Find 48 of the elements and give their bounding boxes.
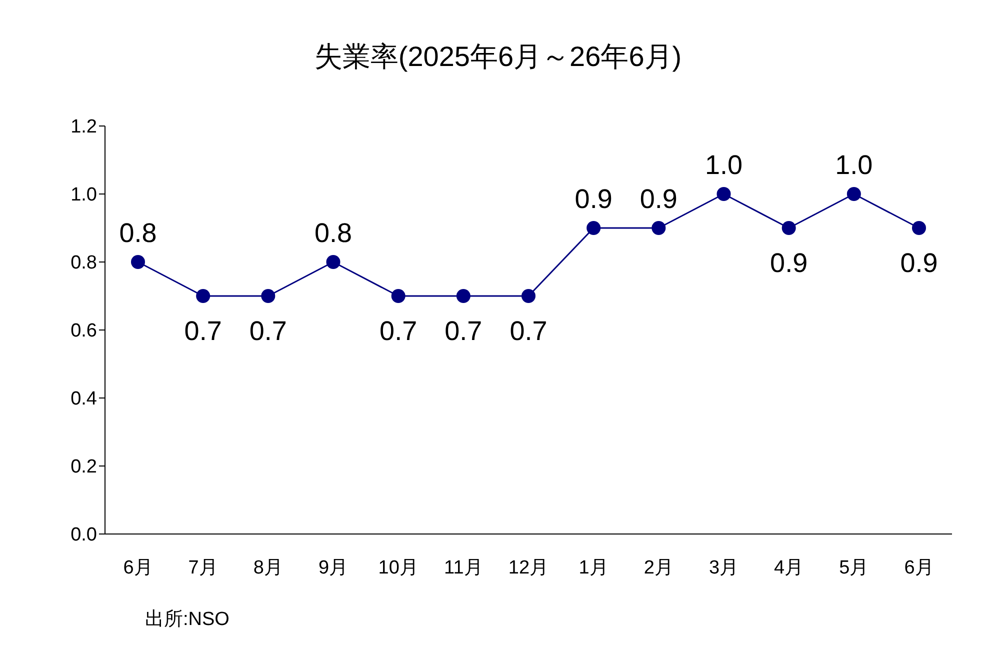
y-tick-label: 1.2 bbox=[70, 116, 97, 138]
x-tick-label: 11月 bbox=[444, 557, 483, 578]
x-tick-label: 1月 bbox=[578, 557, 608, 578]
x-tick-label: 2月 bbox=[644, 557, 674, 578]
data-label: 0.9 bbox=[574, 184, 612, 214]
data-label: 0.9 bbox=[640, 184, 678, 214]
point bbox=[522, 289, 536, 303]
point bbox=[586, 221, 601, 235]
x-tick-label: 3月 bbox=[708, 557, 739, 578]
point bbox=[716, 187, 731, 201]
y-tick-label: 1.0 bbox=[70, 184, 97, 206]
x-tick-label: 6月 bbox=[123, 557, 153, 578]
data-label: 0.9 bbox=[900, 248, 938, 278]
data-label: 0.8 bbox=[119, 218, 157, 248]
y-tick-label: 0.6 bbox=[70, 320, 97, 342]
chart-title: 失業率(2025年6月～26年6月) bbox=[313, 40, 683, 74]
x-tick-label: 5月 bbox=[839, 557, 869, 578]
y-tick-label: 0.4 bbox=[70, 388, 98, 410]
data-label: 0.7 bbox=[380, 316, 418, 346]
x-tick-label: 12月 bbox=[508, 557, 549, 578]
data-label: 0.9 bbox=[770, 248, 808, 278]
point bbox=[652, 221, 666, 235]
y-tick-label: 0.8 bbox=[70, 252, 97, 274]
point bbox=[782, 221, 796, 235]
data-label: 0.7 bbox=[444, 316, 482, 346]
point bbox=[196, 289, 210, 303]
point bbox=[326, 255, 340, 269]
x-tick-label: 7月 bbox=[188, 557, 218, 578]
x-tick-label: 8月 bbox=[253, 557, 283, 578]
data-label: 0.7 bbox=[184, 316, 222, 346]
data-label: 0.7 bbox=[510, 316, 548, 346]
data-label: 0.7 bbox=[249, 316, 287, 346]
y-tick-label: 0.0 bbox=[70, 524, 97, 546]
x-tick-label: 4月 bbox=[774, 557, 804, 578]
point bbox=[391, 289, 406, 303]
point bbox=[131, 255, 145, 269]
data-label: 1.0 bbox=[835, 150, 873, 180]
x-tick-label: 6月 bbox=[904, 557, 934, 578]
x-tick-label: 10月 bbox=[378, 557, 418, 578]
point bbox=[261, 289, 276, 303]
point bbox=[846, 187, 861, 201]
data-label: 0.8 bbox=[314, 218, 352, 248]
point bbox=[912, 221, 926, 235]
data-label: 1.0 bbox=[704, 150, 743, 180]
text: 出所:NSO bbox=[145, 608, 230, 632]
point bbox=[456, 289, 470, 303]
x-tick-label: 9月 bbox=[318, 557, 348, 578]
y-tick-label: 0.2 bbox=[70, 456, 97, 478]
